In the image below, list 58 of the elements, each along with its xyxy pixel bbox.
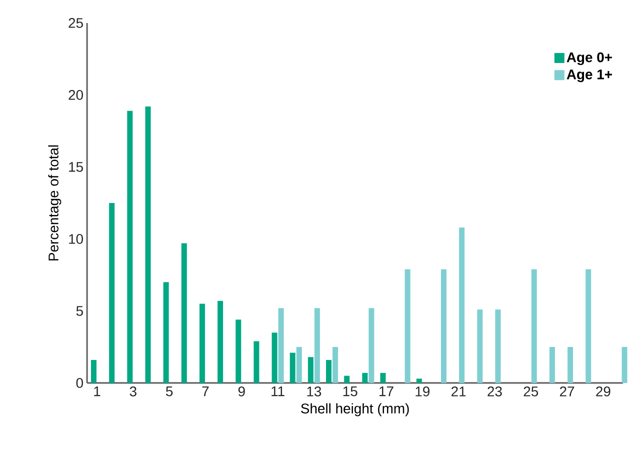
x-tick-label: 23 [488, 386, 502, 396]
x-tick-label: 1 [94, 386, 100, 396]
x-tick-label: 29 [596, 386, 610, 396]
x-axis-title: Shell height (mm) [301, 403, 409, 416]
y-tick-label: 10 [69, 234, 84, 244]
bar [568, 346, 574, 383]
bar [362, 372, 368, 383]
bar [163, 282, 169, 383]
bar [296, 346, 302, 383]
x-tick-label: 5 [166, 386, 173, 396]
bar [109, 202, 115, 383]
bar [314, 308, 320, 383]
bar [254, 341, 260, 383]
bar [368, 308, 374, 383]
bar [145, 106, 151, 383]
bar [459, 227, 465, 383]
x-tick-label: 27 [560, 386, 574, 396]
y-tick-label: 5 [76, 306, 83, 316]
bar [218, 300, 224, 383]
bar [199, 304, 205, 383]
legend-label: Age 0+ [566, 52, 612, 66]
x-tick-label: 3 [130, 386, 136, 396]
x-tick-label: 21 [452, 386, 466, 396]
bar [332, 346, 338, 383]
bar [495, 310, 501, 383]
y-tick-label: 20 [68, 90, 84, 100]
x-tick-label: 17 [380, 386, 394, 396]
bar [622, 346, 628, 383]
bar [380, 372, 386, 383]
bar [344, 376, 350, 383]
bar [477, 310, 483, 383]
bar [181, 243, 187, 383]
bar [127, 110, 133, 383]
bar [308, 357, 314, 383]
bar [416, 378, 422, 383]
x-tick-label: 11 [272, 386, 284, 396]
bar [290, 352, 296, 383]
y-axis-title: Percentage of total [48, 145, 62, 260]
y-tick-label: 0 [76, 378, 84, 388]
y-tick-label: 15 [69, 162, 83, 172]
x-tick-label: 7 [202, 386, 209, 396]
bar [531, 269, 537, 383]
legend-label: Age 1+ [566, 70, 612, 82]
bar [236, 320, 242, 383]
bar [272, 332, 278, 383]
bar [278, 308, 284, 383]
bar [586, 269, 592, 383]
bar [440, 269, 446, 383]
bar [91, 360, 97, 383]
bar [549, 346, 555, 383]
x-tick-label: 9 [238, 386, 245, 396]
x-tick-label: 19 [416, 386, 430, 396]
bar [326, 360, 332, 383]
x-tick-label: 25 [524, 386, 538, 396]
bar [404, 269, 410, 383]
y-tick-label: 25 [68, 18, 83, 28]
x-tick-label: 15 [343, 386, 358, 396]
x-tick-label: 13 [307, 386, 322, 396]
